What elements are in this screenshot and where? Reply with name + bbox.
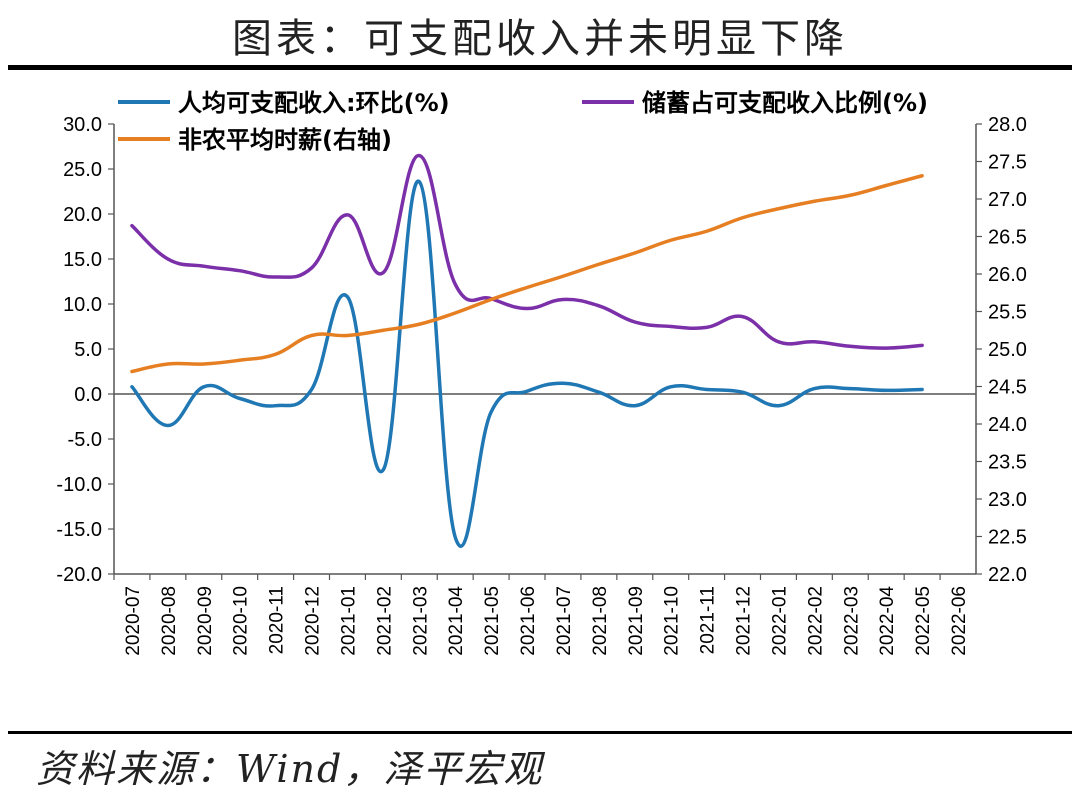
x-tick-label: 2021-03 xyxy=(410,586,431,656)
x-tick-label: 2022-05 xyxy=(913,586,934,656)
y-right-tick-label: 25.0 xyxy=(988,339,1027,361)
x-tick-label: 2020-10 xyxy=(231,586,252,656)
series-line-hourly-wage xyxy=(130,174,924,374)
y-right-tick-label: 23.0 xyxy=(988,489,1027,511)
y-right-tick-label: 27.5 xyxy=(988,152,1027,174)
x-tick-label: 2021-05 xyxy=(482,586,503,656)
x-tick-label: 2020-07 xyxy=(123,586,144,656)
x-tick-label: 2022-06 xyxy=(949,586,970,656)
y-right-tick-label: 28.0 xyxy=(988,114,1027,136)
source-note: 资料来源：Wind，泽平宏观 xyxy=(36,747,544,791)
x-tick-label: 2021-12 xyxy=(734,586,755,656)
y-right-tick-label: 22.5 xyxy=(988,527,1027,549)
x-tick-label: 2022-01 xyxy=(769,586,790,656)
x-tick-label: 2021-11 xyxy=(698,586,719,654)
x-tick-label: 2020-08 xyxy=(159,586,180,656)
legend-item-hourly-wage-label: 非农平均时薪(右轴) xyxy=(178,126,392,154)
y-left-tick-label: -10.0 xyxy=(56,474,102,496)
series-line-savings-ratio xyxy=(130,153,924,350)
x-tick-label: 2020-09 xyxy=(195,586,216,656)
x-tick-label: 2020-12 xyxy=(303,586,324,656)
chart-canvas: 30.0 25.0 20.0 15.0 10.0 5.0 0.0 -5.0 -10.0 -15.0… xyxy=(56,89,1027,656)
y-right-tick-label: 24.5 xyxy=(988,377,1027,399)
x-tick-label: 2021-04 xyxy=(446,586,467,656)
x-tick-label: 2021-07 xyxy=(554,586,575,656)
y-left-tick-label: 25.0 xyxy=(63,159,102,181)
y-left-tick-label: -5.0 xyxy=(68,429,102,451)
x-tick-label: 2021-08 xyxy=(590,586,611,656)
series-line-income-mom xyxy=(130,179,924,548)
y-left-tick-label: -20.0 xyxy=(56,564,102,586)
y-right-tick-label: 23.5 xyxy=(988,452,1027,474)
y-right-tick-label: 26.0 xyxy=(988,264,1027,286)
legend-item-savings-ratio-label: 储蓄占可支配收入比例(%) xyxy=(642,89,928,117)
y-left-tick-label: 0.0 xyxy=(74,384,102,406)
chart-title: 图表：可支配收入并未明显下降 xyxy=(232,16,848,62)
legend-item-income-mom-label: 人均可支配收入:环比(%) xyxy=(178,89,450,117)
y-left-tick-label: -15.0 xyxy=(56,519,102,541)
x-tick-label: 2021-02 xyxy=(374,586,395,656)
y-right-tick-label: 25.5 xyxy=(988,302,1027,324)
y-right-tick-label: 24.0 xyxy=(988,414,1027,436)
x-tick-label: 2022-03 xyxy=(841,586,862,656)
y-right-tick-label: 26.5 xyxy=(988,227,1027,249)
bottom-rule xyxy=(8,731,1072,734)
x-tick-label: 2021-06 xyxy=(518,586,539,656)
y-left-tick-label: 5.0 xyxy=(74,339,102,361)
x-tick-label: 2022-02 xyxy=(805,586,826,656)
y-left-tick-label: 20.0 xyxy=(63,204,102,226)
y-left-tick-label: 15.0 xyxy=(63,249,102,271)
x-tick-label: 2020-11 xyxy=(267,586,288,654)
x-tick-label: 2022-04 xyxy=(877,586,898,656)
y-left-tick-label: 10.0 xyxy=(63,294,102,316)
y-right-tick-label: 22.0 xyxy=(988,564,1027,586)
y-left-tick-label: 30.0 xyxy=(63,114,102,136)
x-tick-label: 2021-10 xyxy=(662,586,683,656)
x-tick-label: 2021-01 xyxy=(338,586,359,656)
top-rule xyxy=(8,65,1072,70)
x-tick-label: 2021-09 xyxy=(626,586,647,656)
y-right-tick-label: 27.0 xyxy=(988,189,1027,211)
